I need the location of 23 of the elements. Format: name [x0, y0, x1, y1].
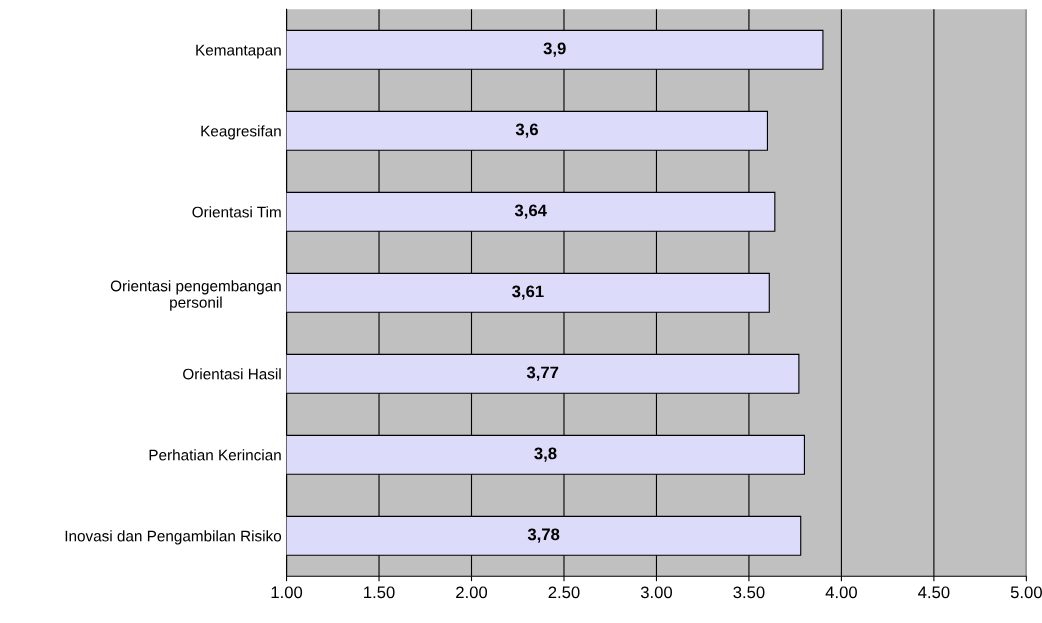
x-tick-label: 2.50: [548, 586, 580, 599]
x-tick-label: 4.50: [918, 586, 950, 599]
x-tick-label: 4.00: [825, 586, 857, 599]
y-tick-label: Orientasi Tim: [192, 206, 281, 218]
data-label: 3,6: [515, 123, 538, 138]
data-label: 3,64: [514, 204, 547, 219]
data-label: 3,61: [512, 285, 544, 300]
x-tick-label: 1.00: [271, 586, 303, 599]
y-tick-label: Kemantapan: [196, 44, 281, 59]
data-label: 3,9: [543, 42, 566, 57]
x-tick-label: 1.50: [364, 586, 395, 599]
x-tick-label: 3.50: [733, 586, 765, 599]
y-tick-label: Keagresifan: [201, 125, 281, 140]
x-tick-label: 3.00: [640, 586, 673, 599]
y-tick-label: Orientasi Hasil: [183, 368, 281, 380]
y-tick-label: Perhatian Kerincian: [149, 449, 281, 461]
data-label: 3,77: [526, 366, 559, 381]
data-label: 3,78: [527, 528, 560, 543]
x-tick-label: 2.00: [456, 586, 488, 599]
y-tick-label: Inovasi dan Pengambilan Risiko: [65, 530, 282, 545]
x-tick-label: 5.00: [1010, 586, 1042, 599]
y-tick-label: Orientasi pengembangan personil: [110, 280, 281, 311]
data-label: 3,8: [534, 447, 557, 462]
